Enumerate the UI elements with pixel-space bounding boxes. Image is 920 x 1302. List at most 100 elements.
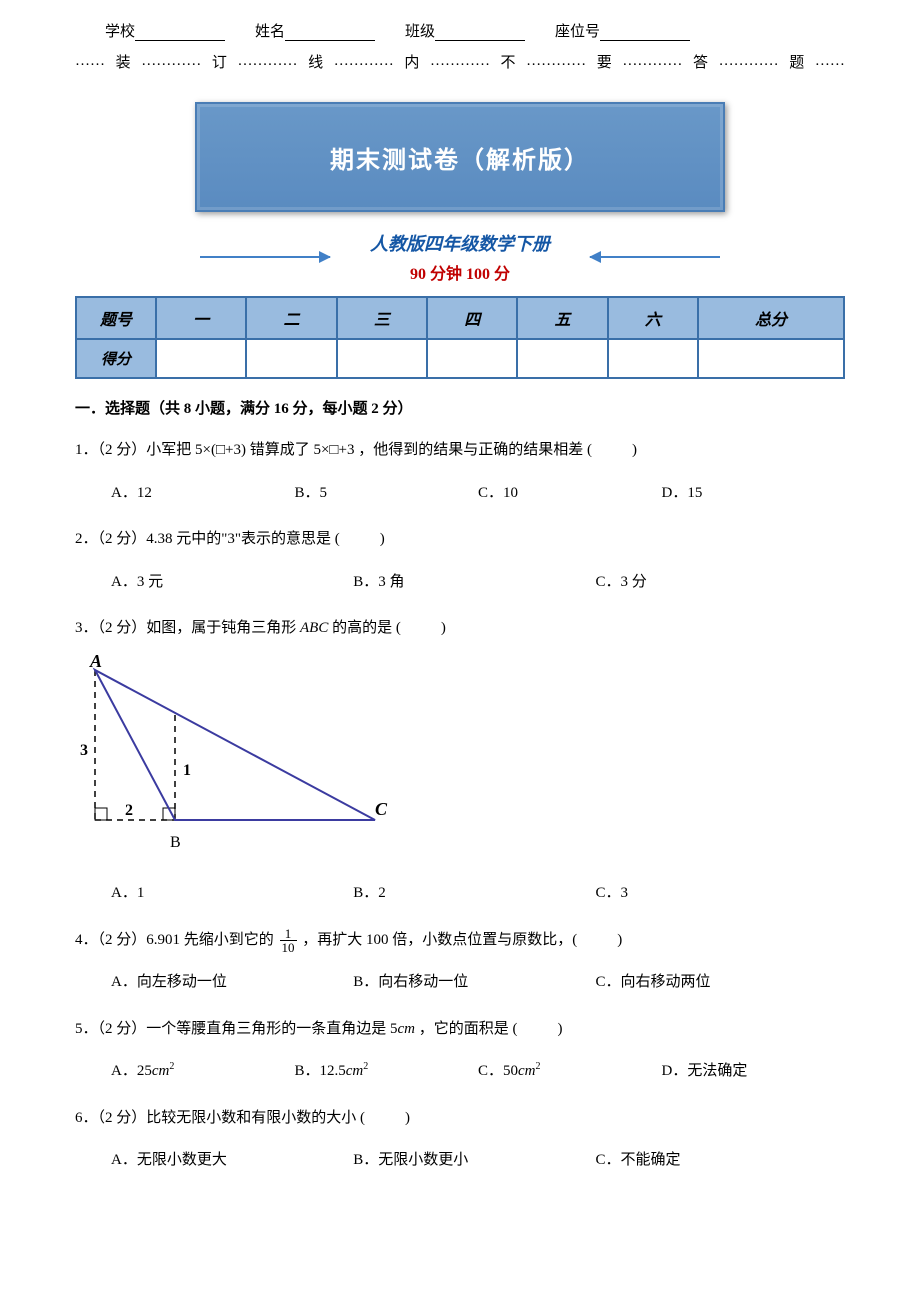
q2-opt-c[interactable]: C．3 分 (595, 568, 837, 597)
q5-stem-post: ) (558, 1021, 563, 1037)
dots-seg: ………… (526, 53, 586, 70)
score-cell-6[interactable] (608, 339, 698, 378)
q5b-pre: B．12.5 (295, 1063, 346, 1079)
score-cell-2[interactable] (246, 339, 336, 378)
school-field: 学校 (105, 20, 225, 41)
q2-opt-b[interactable]: B．3 角 (353, 568, 595, 597)
q5a-unit: cm (152, 1063, 170, 1079)
q1-opt-c[interactable]: C．10 (478, 479, 662, 508)
label-1: 1 (183, 762, 191, 779)
q6-opt-b[interactable]: B．无限小数更小 (353, 1146, 595, 1175)
school-blank[interactable] (135, 23, 225, 41)
q2-stem-post: ) (380, 531, 385, 547)
q5-opt-b[interactable]: B．12.5cm2 (295, 1057, 479, 1086)
q4-options: A．向左移动一位 B．向右移动一位 C．向右移动两位 (111, 968, 845, 997)
q5a-pre: A．25 (111, 1063, 152, 1079)
binding-line: …… 装 ………… 订 ………… 线 ………… 内 ………… 不 ………… 要 … (75, 51, 845, 72)
score-cell-3[interactable] (337, 339, 427, 378)
score-row-label: 得分 (76, 339, 156, 378)
subtitle-edition: 人教版四年级数学下册 (370, 230, 550, 256)
q5c-unit: cm (518, 1063, 536, 1079)
q4-opt-a[interactable]: A．向左移动一位 (111, 968, 353, 997)
label-C: C (375, 799, 388, 819)
q4-stem-post: ) (617, 932, 622, 948)
q5-opt-d[interactable]: D．无法确定 (662, 1057, 846, 1086)
question-6: 6．（2 分）比较无限小数和有限小数的大小 () A．无限小数更大 B．无限小数… (75, 1104, 845, 1175)
q1-stem-post: ) (632, 442, 637, 458)
q5-opt-a[interactable]: A．25cm2 (111, 1057, 295, 1086)
page-root: 学校 姓名 班级 座位号 …… 装 ………… 订 ………… 线 ………… 内 …… (0, 0, 920, 1233)
dots-seg: ………… (622, 53, 682, 70)
question-5: 5．（2 分）一个等腰直角三角形的一条直角边是 5cm ，它的面积是 () A．… (75, 1015, 845, 1086)
triangle-abc (95, 670, 375, 820)
q1-stem-pre: 1．（2 分）小军把 5×(□+3) 错算成了 5×□+3 ，他得到的结果与正确… (75, 442, 592, 458)
dots-seg: ………… (334, 53, 394, 70)
score-col-1: 一 (156, 297, 246, 339)
dot-char-5: 要 (597, 51, 612, 72)
q3-opt-a[interactable]: A．1 (111, 879, 353, 908)
score-cell-5[interactable] (517, 339, 607, 378)
q2-stem-pre: 2．（2 分）4.38 元中的"3"表示的意思是 ( (75, 531, 340, 547)
q2-opt-a[interactable]: A．3 元 (111, 568, 353, 597)
q6-opt-a[interactable]: A．无限小数更大 (111, 1146, 353, 1175)
score-cell-total[interactable] (698, 339, 844, 378)
class-blank[interactable] (435, 23, 525, 41)
dot-char-2: 线 (308, 51, 323, 72)
q2-options: A．3 元 B．3 角 C．3 分 (111, 568, 845, 597)
title-banner: 期末测试卷（解析版） (195, 102, 725, 212)
class-field: 班级 (405, 20, 525, 41)
q4-opt-c[interactable]: C．向右移动两位 (595, 968, 837, 997)
q5c-pre: C．50 (478, 1063, 518, 1079)
q1-opt-b[interactable]: B．5 (295, 479, 479, 508)
q5-stem-mid: ，它的面积是 ( (415, 1021, 518, 1037)
subtitle-block: 人教版四年级数学下册 90 分钟 100 分 (370, 230, 550, 284)
arrow-right-icon (200, 256, 330, 258)
q4-opt-b[interactable]: B．向右移动一位 (353, 968, 595, 997)
title-banner-text: 期末测试卷（解析版） (330, 140, 590, 175)
dot-char-3: 内 (404, 51, 419, 72)
right-angle-3 (95, 808, 107, 820)
label-3: 3 (80, 742, 88, 759)
score-col-5: 五 (517, 297, 607, 339)
q6-opt-c[interactable]: C．不能确定 (595, 1146, 837, 1175)
dots-seg: ………… (237, 53, 297, 70)
q5a-sup: 2 (169, 1061, 174, 1072)
q4-frac-num: 1 (280, 927, 297, 941)
q3-stem-pre: 3．（2 分）如图，属于钝角三角形 (75, 620, 300, 636)
q4-frac-den: 10 (280, 941, 297, 954)
q1-opt-a[interactable]: A．12 (111, 479, 295, 508)
score-col-6: 六 (608, 297, 698, 339)
q3-opt-b[interactable]: B．2 (353, 879, 595, 908)
score-col-4: 四 (427, 297, 517, 339)
dot-char-6: 答 (693, 51, 708, 72)
name-blank[interactable] (285, 23, 375, 41)
seat-blank[interactable] (600, 23, 690, 41)
dots-seg: …… (815, 53, 845, 70)
triangle-svg: A B C 1 2 3 (75, 655, 395, 855)
q4-stem-pre: 4．（2 分）6.901 先缩小到它的 (75, 932, 278, 948)
class-label: 班级 (405, 20, 435, 41)
dots-seg: ………… (430, 53, 490, 70)
q6-options: A．无限小数更大 B．无限小数更小 C．不能确定 (111, 1146, 845, 1175)
q4-fraction: 110 (280, 927, 297, 954)
question-1: 1．（2 分）小军把 5×(□+3) 错算成了 5×□+3 ，他得到的结果与正确… (75, 436, 845, 507)
q3-figure: A B C 1 2 3 (75, 655, 845, 866)
q1-opt-d[interactable]: D．15 (662, 479, 846, 508)
q1-options: A．12 B．5 C．10 D．15 (111, 479, 845, 508)
score-table-head-row: 题号 一 二 三 四 五 六 总分 (76, 297, 844, 339)
q5-unit: cm (398, 1021, 416, 1037)
q5-opt-c[interactable]: C．50cm2 (478, 1057, 662, 1086)
dot-char-1: 订 (212, 51, 227, 72)
score-cell-1[interactable] (156, 339, 246, 378)
name-label: 姓名 (255, 20, 285, 41)
q3-opt-c[interactable]: C．3 (595, 879, 837, 908)
dot-char-0: 装 (116, 51, 131, 72)
name-field: 姓名 (255, 20, 375, 41)
header-fields-row: 学校 姓名 班级 座位号 (75, 20, 845, 41)
arrow-left-icon (590, 256, 720, 258)
question-4: 4．（2 分）6.901 先缩小到它的 110 ，再扩大 100 倍，小数点位置… (75, 926, 845, 997)
score-cell-4[interactable] (427, 339, 517, 378)
q5-options: A．25cm2 B．12.5cm2 C．50cm2 D．无法确定 (111, 1057, 845, 1086)
subtitle-duration: 90 分钟 100 分 (370, 260, 550, 284)
question-2: 2．（2 分）4.38 元中的"3"表示的意思是 () A．3 元 B．3 角 … (75, 525, 845, 596)
